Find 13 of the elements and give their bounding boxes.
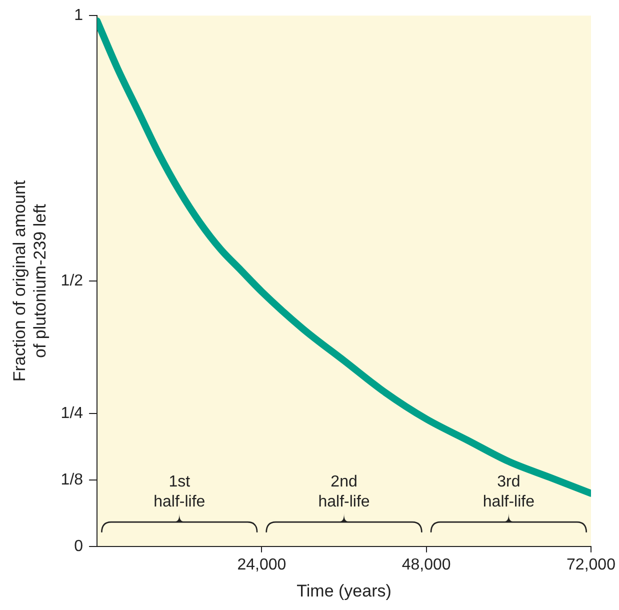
y-axis-title: Fraction of original amount of plutonium-239 left: [10, 180, 50, 382]
annotation: 2nd half-life: [318, 473, 370, 510]
annotation: 3rd half-life: [482, 473, 535, 510]
x-axis-title: Time (years): [296, 581, 392, 600]
y-tick-label: 0: [74, 538, 84, 555]
x-tick-label: 24,000: [237, 556, 286, 574]
x-tick-label: 72,000: [566, 556, 616, 574]
y-tick-label: 1: [74, 7, 84, 24]
annotation: 1st half-life: [154, 473, 206, 510]
x-tick-label: 48,000: [402, 556, 451, 574]
y-tick-label: 1/8: [60, 471, 84, 488]
y-tick-label: 1/4: [60, 405, 84, 422]
y-tick-label: 1/2: [60, 272, 84, 290]
